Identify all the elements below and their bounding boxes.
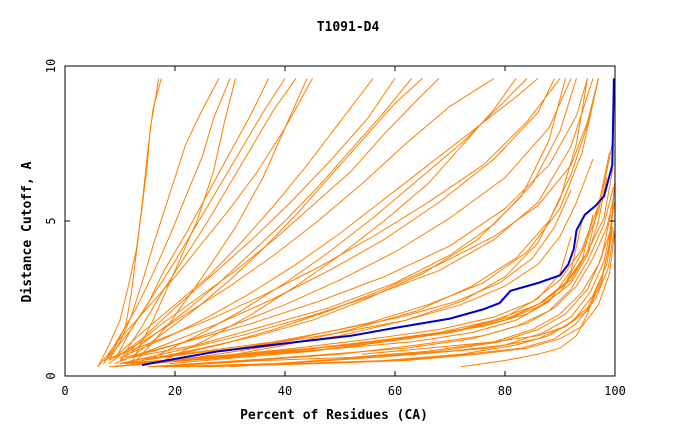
series-line-39: [152, 196, 615, 368]
series-line-11: [130, 78, 423, 358]
series-line-4: [103, 78, 231, 364]
x-tick-label-100: 100: [604, 384, 626, 398]
series-line-28: [163, 78, 517, 361]
series-line-3: [108, 78, 220, 361]
y-axis-label: Distance Cutoff, A: [20, 161, 35, 302]
x-axis-label: Percent of Residues (CA): [240, 408, 428, 423]
series-line-8: [97, 78, 313, 368]
series-line-30: [218, 78, 599, 358]
series-line-22: [174, 78, 588, 361]
series-line-35: [130, 152, 610, 365]
highlight-layer: [141, 78, 615, 367]
series-line-27: [130, 78, 236, 364]
highlight-series-line: [141, 78, 615, 367]
series-line-13: [119, 78, 539, 358]
chart-title: T1091-D4: [317, 20, 380, 35]
series-line-20: [119, 78, 594, 365]
series-line-45: [207, 233, 615, 368]
series-line-29: [152, 78, 528, 358]
x-tick-label-80: 80: [498, 384, 512, 398]
series-line-24: [108, 78, 396, 364]
x-tick-label-20: 20: [168, 384, 182, 398]
tick-layer: 0 20 40 60 80 100 0 5 10: [44, 59, 626, 398]
x-tick-label-0: 0: [61, 384, 68, 398]
series-line-41: [163, 214, 612, 368]
series-line-14: [114, 78, 555, 365]
series-line-9: [114, 78, 374, 358]
series-line-2: [97, 78, 159, 367]
series-line-26: [136, 78, 308, 361]
series-line-49: [460, 282, 599, 368]
x-tick-label-60: 60: [388, 384, 402, 398]
series-layer: [97, 77, 615, 368]
x-tick-label-40: 40: [278, 384, 292, 398]
series-line-7: [119, 78, 297, 361]
series-line-34: [125, 205, 599, 365]
y-tick-label-0: 0: [44, 372, 58, 379]
series-line-16: [119, 78, 572, 361]
series-line-47: [130, 189, 572, 361]
series-line-15: [103, 78, 561, 361]
y-tick-label-5: 5: [44, 217, 58, 224]
series-line-18: [130, 78, 577, 358]
series-line-21: [163, 78, 599, 358]
y-tick-label-10: 10: [44, 59, 58, 73]
series-line-51: [229, 183, 615, 368]
series-line-37: [141, 168, 614, 365]
series-line-48: [169, 177, 608, 365]
